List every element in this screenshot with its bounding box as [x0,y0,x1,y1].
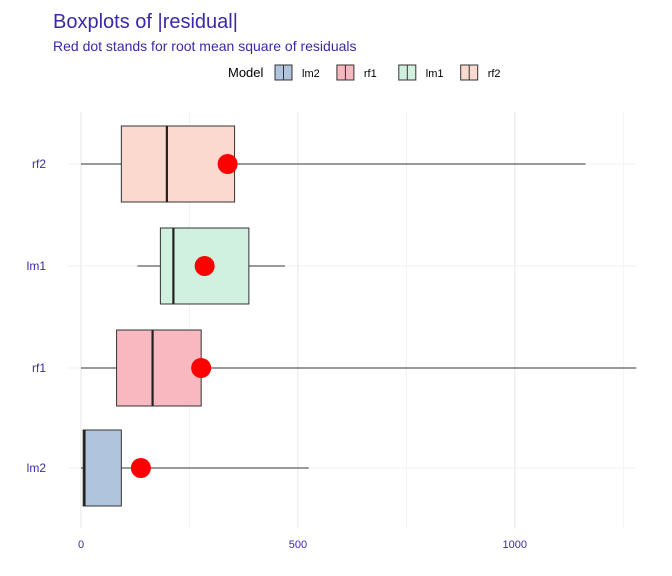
box-rf1 [81,329,637,407]
box-lm1 [137,227,285,305]
legend-label: rf1 [364,68,377,80]
x-tick-label: 0 [78,539,84,551]
box-lm2 [81,429,309,507]
rmse-dot [130,458,151,478]
y-tick-label: lm1 [27,259,47,273]
boxes [81,125,637,507]
x-tick-label: 500 [289,539,307,551]
rmse-dot [191,358,212,378]
y-tick-label: lm2 [27,461,47,475]
box-rf2 [81,125,586,203]
legend-label: lm2 [302,68,320,80]
rmse-dot [194,256,215,276]
y-axis: lm2 rf1 lm1 rf2 [27,157,47,475]
legend: Model lm2 rf1 lm1 rf2 [228,64,501,81]
legend-label: lm1 [426,68,444,80]
rmse-dot [217,154,238,174]
y-tick-label: rf1 [32,361,46,375]
y-tick-label: rf2 [32,157,46,171]
legend-item-rf1: rf1 [336,64,377,81]
chart-title: Boxplots of |residual| [53,11,238,33]
chart-subtitle: Red dot stands for root mean square of r… [53,38,357,54]
legend-label: rf2 [488,68,501,80]
box-iqr [120,125,236,203]
legend-title: Model [228,65,264,80]
x-axis: 0 500 1000 [78,539,527,551]
legend-item-rf2: rf2 [460,64,501,81]
legend-item-lm1: lm1 [398,64,444,81]
legend-item-lm2: lm2 [274,64,320,81]
x-tick-label: 1000 [503,539,527,551]
box-iqr [116,329,202,407]
box-iqr [82,429,122,507]
